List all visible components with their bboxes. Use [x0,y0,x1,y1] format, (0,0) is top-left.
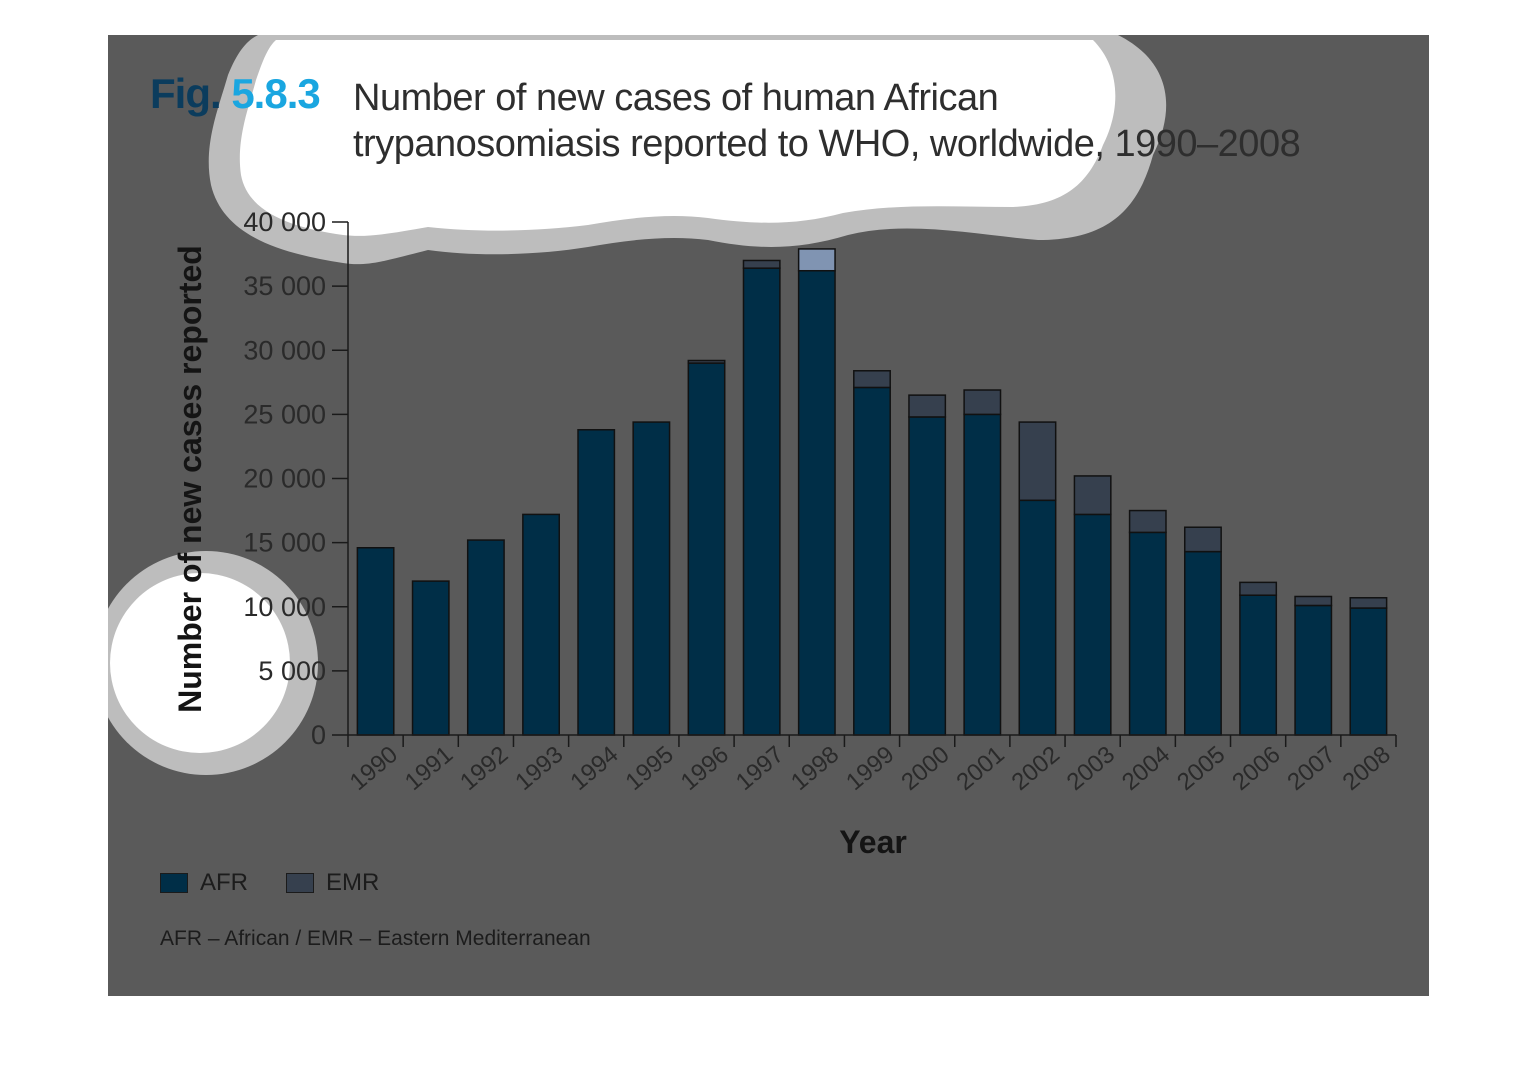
legend-label-afr: AFR [200,869,248,896]
legend-label-emr: EMR [326,869,380,896]
bar-emr-2006 [1239,581,1278,596]
x-tick-label-1992: 1992 [455,741,513,796]
bar-emr-2005 [1183,526,1222,553]
x-tick-label-1997: 1997 [731,741,789,796]
y-tick-label: 5 000 [258,656,326,686]
x-tick-label-2006: 2006 [1227,741,1285,796]
figure-title: Number of new cases of human African try… [353,75,1301,167]
bar-afr-2004 [1128,531,1167,736]
y-axis-title: Number of new cases reported [172,245,208,713]
title-cloud-inner [239,40,1116,236]
bar-afr-1990 [356,547,395,736]
chart-svg: 0 5 000 10 000 15 000 20 000 25 000 30 000 35 0… [108,35,1397,860]
bar-afr-1996 [687,362,726,736]
x-tick-label-1998: 1998 [786,741,844,796]
bar-afr-1991 [411,580,450,736]
x-tick-label-1990: 1990 [345,741,403,796]
figure-title-line-2: trypanosomiasis reported to WHO, worldwi… [353,123,1301,165]
legend-swatch-emr [286,873,314,893]
bar-afr-2002 [1018,499,1057,736]
x-tick-label-2004: 2004 [1117,741,1175,796]
legend-item-afr: AFR [160,869,248,897]
bar-afr-1998 [797,269,836,736]
bar-afr-1992 [466,539,505,736]
chart-panel: 0 5 000 10 000 15 000 20 000 25 000 30 000 35 0… [108,35,1429,996]
bar-afr-1997 [742,267,781,736]
bar-emr-1998 [797,248,836,272]
x-tick-label-1991: 1991 [400,741,458,796]
y-tick-label: 0 [311,720,326,750]
bar-afr-2007 [1294,604,1333,736]
bar-afr-2000 [908,416,947,736]
y-tick-label: 30 000 [243,335,326,365]
x-axis: 1990199119921993199419951996199719981999… [345,734,1397,796]
bars-group [356,248,1388,736]
bar-afr-1994 [577,429,616,736]
bar-afr-2003 [1073,513,1112,736]
x-axis-title: Year [839,824,907,860]
axis-cloud-inner [110,573,290,753]
bar-emr-2000 [908,394,947,418]
y-tick-label: 25 000 [243,399,326,429]
x-tick-label-2000: 2000 [896,741,954,796]
bar-emr-2003 [1073,475,1112,516]
y-axis: 0 5 000 10 000 15 000 20 000 25 000 30 000 35 0… [243,207,349,750]
bar-emr-1997 [742,259,781,269]
bar-afr-2006 [1239,594,1278,736]
x-tick-label-1999: 1999 [841,741,899,796]
y-tick-label: 20 000 [243,464,326,494]
figure-number-digits: 5.8.3 [231,70,320,117]
y-tick-label: 40 000 [243,207,326,237]
x-tick-label-1995: 1995 [621,741,679,796]
x-tick-label-1994: 1994 [565,741,623,796]
x-tick-label-2008: 2008 [1338,741,1396,796]
bar-emr-1996 [687,359,726,364]
y-tick-label: 35 000 [243,271,326,301]
bar-emr-2002 [1018,421,1057,502]
figure-title-line-1: Number of new cases of human African [353,77,999,119]
x-tick-label-2002: 2002 [1007,741,1065,796]
x-tick-label-1996: 1996 [676,741,734,796]
y-tick-label: 10 000 [243,592,326,622]
legend-item-emr: EMR [286,869,379,897]
bar-afr-2001 [963,413,1002,736]
x-tick-label-2007: 2007 [1282,741,1340,796]
bar-emr-2004 [1128,509,1167,534]
x-tick-label-1993: 1993 [510,741,568,796]
x-tick-label-2003: 2003 [1062,741,1120,796]
y-tick-label: 15 000 [243,528,326,558]
bar-afr-1993 [522,513,561,736]
x-tick-label-2005: 2005 [1172,741,1230,796]
footnote: AFR – African / EMR – Eastern Mediterran… [160,927,591,950]
bar-emr-1999 [853,370,891,389]
bar-afr-1999 [853,386,891,736]
bar-emr-2008 [1349,597,1388,609]
figure-number: Fig. 5.8.3 [150,70,321,117]
bar-afr-2008 [1349,607,1388,736]
bar-emr-2001 [963,389,1002,416]
bar-emr-2007 [1294,595,1333,607]
legend-swatch-afr [160,873,188,893]
bar-afr-2005 [1183,550,1222,736]
bar-afr-1995 [632,421,671,736]
x-tick-label-2001: 2001 [951,741,1009,796]
figure-number-word: Fig. [150,70,222,117]
